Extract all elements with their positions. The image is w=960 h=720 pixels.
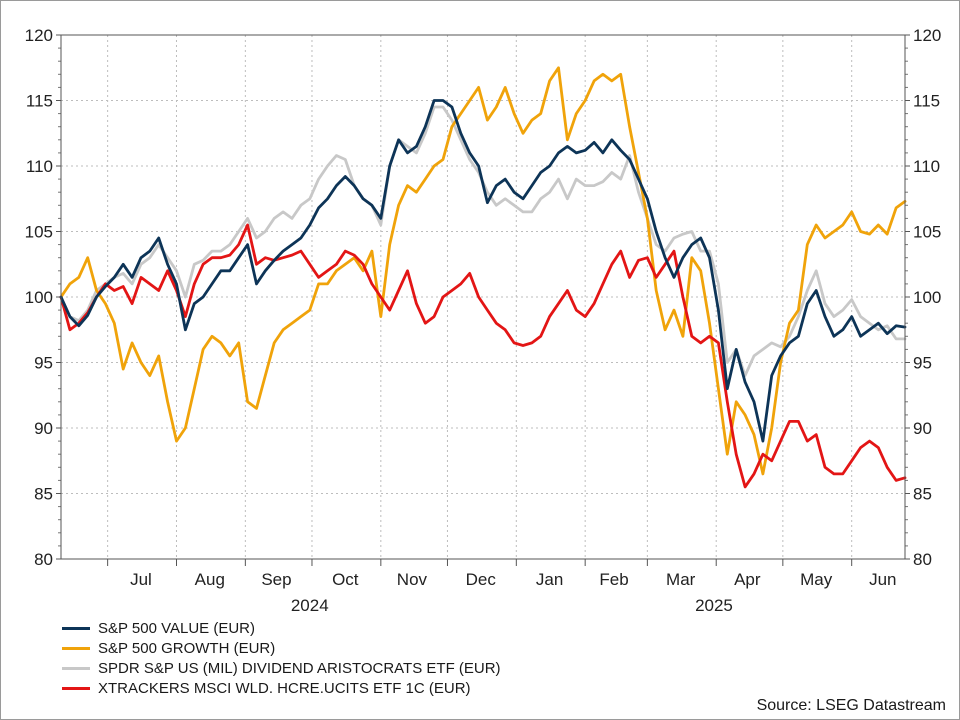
legend-item-dividend-aristocrats: SPDR S&P US (MIL) DIVIDEND ARISTOCRATS E… [62, 658, 501, 678]
y-tick-label-right-105: 105 [913, 223, 941, 242]
plot-border [60, 34, 906, 560]
y-tick-label-left-90: 90 [34, 419, 53, 438]
x-tick-label-may: May [800, 570, 833, 589]
series-layer [59, 66, 907, 489]
y-tick-label-left-115: 115 [26, 92, 53, 111]
legend-label-sp500-growth: S&P 500 GROWTH (EUR) [98, 639, 276, 657]
legend-swatch-dividend-aristocrats [62, 666, 90, 670]
y-tick-label-left-80: 80 [34, 550, 53, 569]
y-tick-label-left-100: 100 [25, 288, 53, 307]
series-line-2 [59, 105, 907, 377]
x-tick-label-mar: Mar [666, 570, 696, 589]
x-tick-label-nov: Nov [397, 570, 428, 589]
x-tick-label-aug: Aug [195, 570, 225, 589]
year-label-2025: 2025 [695, 596, 733, 615]
y-tick-label-left-85: 85 [34, 485, 53, 504]
legend-item-healthcare-etf: XTRACKERS MSCI WLD. HCRE.UCITS ETF 1C (E… [62, 678, 501, 698]
y-tick-label-left-105: 105 [25, 223, 53, 242]
y-tick-label-right-115: 115 [913, 92, 940, 111]
legend-swatch-healthcare-etf [62, 686, 90, 690]
y-tick-label-right-110: 110 [913, 157, 940, 176]
y-tick-label-right-120: 120 [913, 26, 941, 45]
year-label-2024: 2024 [291, 596, 329, 615]
y-tick-label-left-110: 110 [26, 157, 53, 176]
series-line-0 [59, 99, 907, 443]
y-tick-label-left-95: 95 [34, 354, 53, 373]
legend-swatch-sp500-value [62, 626, 90, 630]
y-tick-label-right-85: 85 [913, 485, 932, 504]
y-tick-label-right-100: 100 [913, 288, 941, 307]
y-tick-label-right-80: 80 [913, 550, 932, 569]
x-tick-label-sep: Sep [261, 570, 291, 589]
legend-item-sp500-value: S&P 500 VALUE (EUR) [62, 618, 501, 638]
legend-label-dividend-aristocrats: SPDR S&P US (MIL) DIVIDEND ARISTOCRATS E… [98, 659, 501, 677]
x-tick-label-dec: Dec [466, 570, 497, 589]
source-note: Source: LSEG Datastream [756, 697, 946, 714]
x-tick-label-feb: Feb [599, 570, 628, 589]
y-tick-label-right-90: 90 [913, 419, 932, 438]
legend-item-sp500-growth: S&P 500 GROWTH (EUR) [62, 638, 501, 658]
legend-swatch-sp500-growth [62, 646, 90, 650]
x-tick-label-oct: Oct [332, 570, 359, 589]
x-tick-label-jun: Jun [869, 570, 896, 589]
x-tick-label-jul: Jul [130, 570, 152, 589]
axis-layer: 80 80 85 85 90 90 95 95 100 100 105 105 110 110 115 115… [25, 26, 942, 615]
x-tick-label-apr: Apr [734, 570, 761, 589]
legend: S&P 500 VALUE (EUR) S&P 500 GROWTH (EUR)… [62, 618, 501, 698]
legend-label-sp500-value: S&P 500 VALUE (EUR) [98, 619, 256, 637]
x-tick-label-jan: Jan [536, 570, 563, 589]
series-line-1 [59, 66, 907, 476]
grid-layer [61, 35, 905, 559]
y-tick-label-left-120: 120 [25, 26, 53, 45]
series-line-3 [59, 223, 907, 489]
legend-label-healthcare-etf: XTRACKERS MSCI WLD. HCRE.UCITS ETF 1C (E… [98, 679, 471, 697]
y-tick-label-right-95: 95 [913, 354, 932, 373]
